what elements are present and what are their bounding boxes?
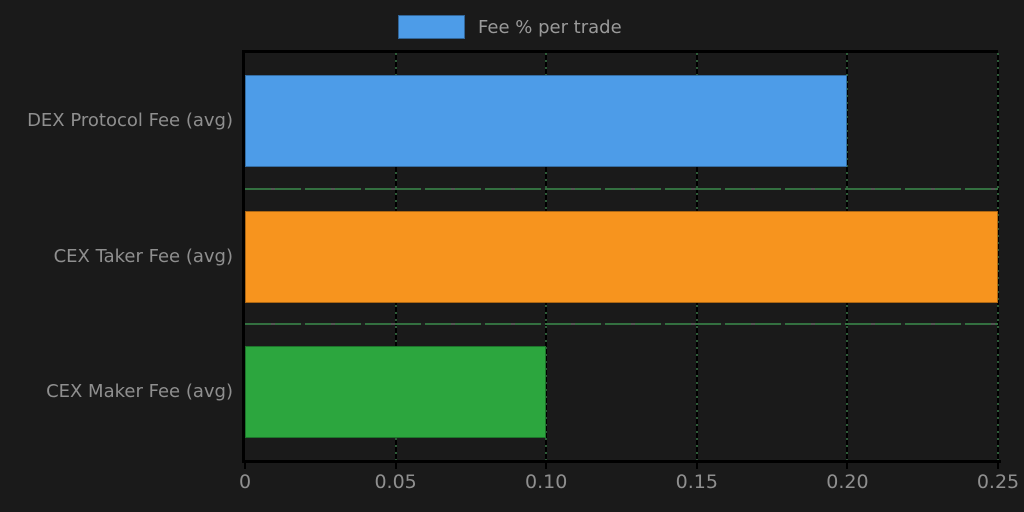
row-separator-line	[245, 323, 998, 326]
left-axis-spine	[242, 50, 245, 463]
plot-area: 0 0.05 0.10 0.15 0.20 0.25	[239, 50, 1019, 493]
legend-label: Fee % per trade	[478, 16, 622, 38]
y-tick-label: CEX Taker Fee (avg)	[53, 245, 233, 267]
y-tick-label: DEX Protocol Fee (avg)	[27, 109, 233, 131]
x-tick-label: 0.05	[374, 471, 417, 493]
x-tick-mark	[997, 463, 999, 469]
x-tick-label: 0.25	[976, 471, 1020, 493]
x-tick-mark	[846, 463, 849, 469]
x-tick-mark	[545, 463, 548, 469]
x-tick-label: 0.20	[826, 471, 869, 493]
top-spine	[242, 50, 998, 53]
x-tick-mark	[695, 463, 698, 469]
bar-cex-maker-fee-avg	[245, 346, 547, 439]
x-tick-label: 0.10	[525, 471, 568, 493]
x-tick-label: 0.15	[675, 471, 718, 493]
x-gridline	[997, 53, 999, 460]
bar-cex-taker-fee-avg	[245, 210, 998, 303]
x-tick-mark	[394, 463, 397, 469]
x-axis-spine	[242, 460, 1001, 463]
x-tick-label: 0	[238, 471, 252, 493]
y-tick-label: CEX Maker Fee (avg)	[46, 381, 233, 403]
bar-dex-protocol-fee-avg	[245, 74, 848, 167]
x-tick-mark	[244, 463, 246, 469]
legend-swatch	[398, 15, 465, 39]
legend: Fee % per trade	[398, 13, 622, 41]
row-separator-line	[245, 187, 998, 190]
